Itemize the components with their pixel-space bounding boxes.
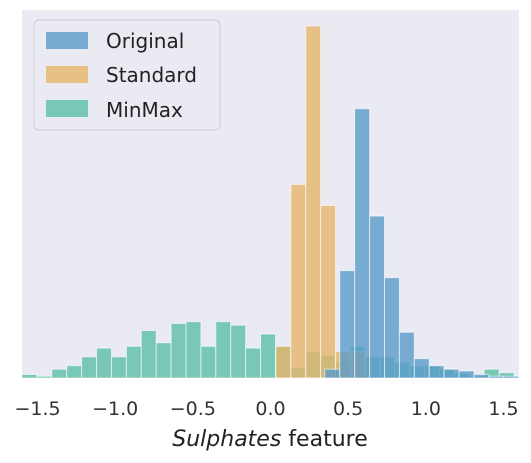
x-tick-label-2: −0.5 <box>170 398 216 420</box>
bar-minmax-1 <box>36 375 53 379</box>
bar-original-8 <box>443 368 460 379</box>
x-axis-label: Sulphates feature <box>172 427 367 452</box>
x-tick-label-4: 0.5 <box>333 398 363 420</box>
bar-original-12 <box>503 375 520 379</box>
bar-original-6 <box>413 358 430 379</box>
legend-label-original: Original <box>106 29 184 53</box>
x-tick-label-6: 1.5 <box>488 398 518 420</box>
bar-original-4 <box>383 277 400 379</box>
histogram-bars <box>21 25 520 379</box>
x-tick-label-0: −1.5 <box>14 398 60 420</box>
bar-minmax-8 <box>140 329 157 379</box>
bar-minmax-4 <box>81 356 98 379</box>
bar-original-10 <box>473 373 490 379</box>
bar-minmax-15 <box>245 347 262 379</box>
bar-original-3 <box>369 215 385 379</box>
legend-swatch-original <box>46 32 88 49</box>
legend-swatch-minmax <box>46 100 88 117</box>
legend-label-minmax: MinMax <box>106 98 183 122</box>
bar-original-2 <box>354 108 371 379</box>
bar-original-9 <box>458 370 475 379</box>
bar-minmax-14 <box>230 324 247 379</box>
bar-standard-2 <box>305 25 322 379</box>
bar-minmax-3 <box>66 365 83 379</box>
bar-minmax-9 <box>155 342 172 379</box>
bar-original-0 <box>324 368 341 379</box>
bar-standard-1 <box>290 183 307 379</box>
bar-minmax-0 <box>21 373 38 379</box>
legend: Original Standard MinMax <box>33 19 221 131</box>
bar-minmax-5 <box>96 347 112 379</box>
x-tick-label-3: 0.0 <box>255 398 285 420</box>
bar-minmax-16 <box>260 333 276 379</box>
bar-minmax-6 <box>110 356 127 379</box>
x-axis-label-italic: Sulphates <box>172 427 281 452</box>
x-tick-label-5: 1.0 <box>411 398 441 420</box>
bar-standard-0 <box>275 345 292 379</box>
bar-minmax-7 <box>125 345 142 379</box>
bar-minmax-2 <box>51 368 68 379</box>
bar-original-1 <box>339 270 356 379</box>
bar-standard-3 <box>320 205 337 379</box>
x-tick-labels: −1.5 −1.0 −0.5 0.0 0.5 1.0 1.5 <box>14 398 518 420</box>
x-axis-label-rest: feature <box>281 427 367 452</box>
x-tick-label-1: −1.0 <box>92 398 138 420</box>
bar-original-7 <box>428 365 445 379</box>
bar-minmax-10 <box>170 322 187 379</box>
bar-original-11 <box>488 375 505 379</box>
legend-swatch-standard <box>46 66 88 83</box>
bar-minmax-12 <box>200 345 217 379</box>
bar-original-5 <box>398 331 415 379</box>
bar-minmax-11 <box>185 321 202 379</box>
bar-minmax-13 <box>215 321 232 379</box>
legend-label-standard: Standard <box>106 63 197 87</box>
